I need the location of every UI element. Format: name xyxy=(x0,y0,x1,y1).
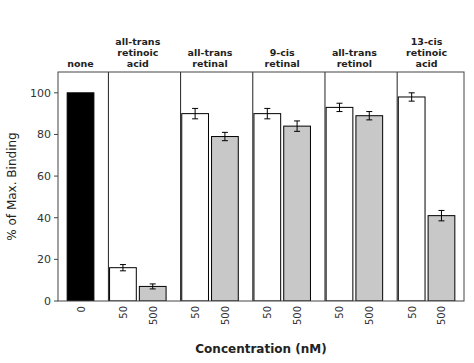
error-cap xyxy=(409,92,415,93)
y-tick-label: 60 xyxy=(37,170,51,183)
bar xyxy=(284,126,311,301)
x-tick-label: 500 xyxy=(292,306,303,325)
bar xyxy=(254,114,281,301)
x-tick-label: 500 xyxy=(364,306,375,325)
y-tick xyxy=(54,176,58,177)
y-tick-label: 40 xyxy=(37,212,51,225)
bar xyxy=(182,114,209,301)
chart: 020406080100% of Max. Binding05050050500… xyxy=(0,0,474,363)
bar xyxy=(110,268,137,301)
group-divider xyxy=(108,72,109,301)
error-cap xyxy=(264,118,270,119)
group-label: 13-cisretinoicacid xyxy=(406,36,447,69)
y-tick xyxy=(54,259,58,260)
error-line xyxy=(411,93,412,101)
error-line xyxy=(369,112,370,120)
error-line xyxy=(339,103,340,111)
error-line xyxy=(152,284,153,289)
group-divider xyxy=(397,72,398,301)
x-tick-label: 50 xyxy=(118,306,129,319)
error-cap xyxy=(150,283,156,284)
error-line xyxy=(224,132,225,140)
bar xyxy=(428,216,455,301)
error-cap xyxy=(222,140,228,141)
x-tick-label: 500 xyxy=(148,306,159,325)
plot-area xyxy=(67,72,455,301)
group-label: all-transretinol xyxy=(332,47,377,69)
error-cap xyxy=(294,131,300,132)
error-bar xyxy=(222,132,228,140)
error-cap xyxy=(222,132,228,133)
bar xyxy=(398,97,425,301)
x-tick-label: 500 xyxy=(220,306,231,325)
error-cap xyxy=(438,210,444,211)
error-bar xyxy=(264,108,270,118)
bar xyxy=(67,93,94,301)
x-tick-label: 50 xyxy=(262,306,273,319)
group-label: all-transretinoicacid xyxy=(115,36,160,69)
x-tick-label: 50 xyxy=(190,306,201,319)
group-label: 9-cisretinal xyxy=(265,47,300,69)
bar xyxy=(326,107,353,301)
error-bar xyxy=(438,210,444,220)
error-bar xyxy=(120,265,126,271)
error-bar xyxy=(150,284,156,289)
y-tick-label: 100 xyxy=(30,87,51,100)
y-tick-label: 0 xyxy=(44,295,51,308)
error-line xyxy=(297,121,298,131)
error-cap xyxy=(192,108,198,109)
bar xyxy=(212,137,239,301)
error-cap xyxy=(366,111,372,112)
error-line xyxy=(195,108,196,118)
error-cap xyxy=(192,118,198,119)
error-cap xyxy=(336,111,342,112)
y-axis: 0 20 40 60 80 100 xyxy=(30,87,58,308)
y-tick xyxy=(54,134,58,135)
y-tick xyxy=(54,217,58,218)
group-divider xyxy=(252,72,253,301)
error-line xyxy=(441,210,442,220)
x-axis-label: Concentration (nM) xyxy=(195,342,326,356)
y-tick-label: 80 xyxy=(37,128,51,141)
y-tick-label: 20 xyxy=(37,253,51,266)
y-axis-label: % of Max. Binding xyxy=(5,132,19,240)
x-axis: 0 50 500 50 500 50 500 50 500 50 500 xyxy=(76,306,448,325)
error-cap xyxy=(438,220,444,221)
y-tick xyxy=(54,92,58,93)
y-tick xyxy=(54,301,58,302)
x-tick-label: 500 xyxy=(436,306,447,325)
x-tick-label: 50 xyxy=(334,306,345,319)
error-cap xyxy=(294,120,300,121)
bar xyxy=(139,286,166,301)
plot-frame xyxy=(58,72,464,301)
error-bar xyxy=(192,108,198,118)
error-line xyxy=(122,265,123,271)
error-bar xyxy=(409,93,415,101)
error-bar xyxy=(294,121,300,131)
error-cap xyxy=(120,264,126,265)
error-cap xyxy=(409,101,415,102)
group-divider xyxy=(324,72,325,301)
error-line xyxy=(267,108,268,118)
group-divider xyxy=(180,72,181,301)
x-tick-label: 0 xyxy=(76,306,87,312)
error-cap xyxy=(366,119,372,120)
group-label: none xyxy=(67,58,94,69)
error-cap xyxy=(150,288,156,289)
error-bar xyxy=(336,103,342,111)
bar xyxy=(356,116,383,301)
error-cap xyxy=(336,103,342,104)
error-bar xyxy=(366,112,372,120)
x-tick-label: 50 xyxy=(407,306,418,319)
group-label: all-transretinal xyxy=(188,47,233,69)
error-cap xyxy=(264,108,270,109)
error-cap xyxy=(120,270,126,271)
